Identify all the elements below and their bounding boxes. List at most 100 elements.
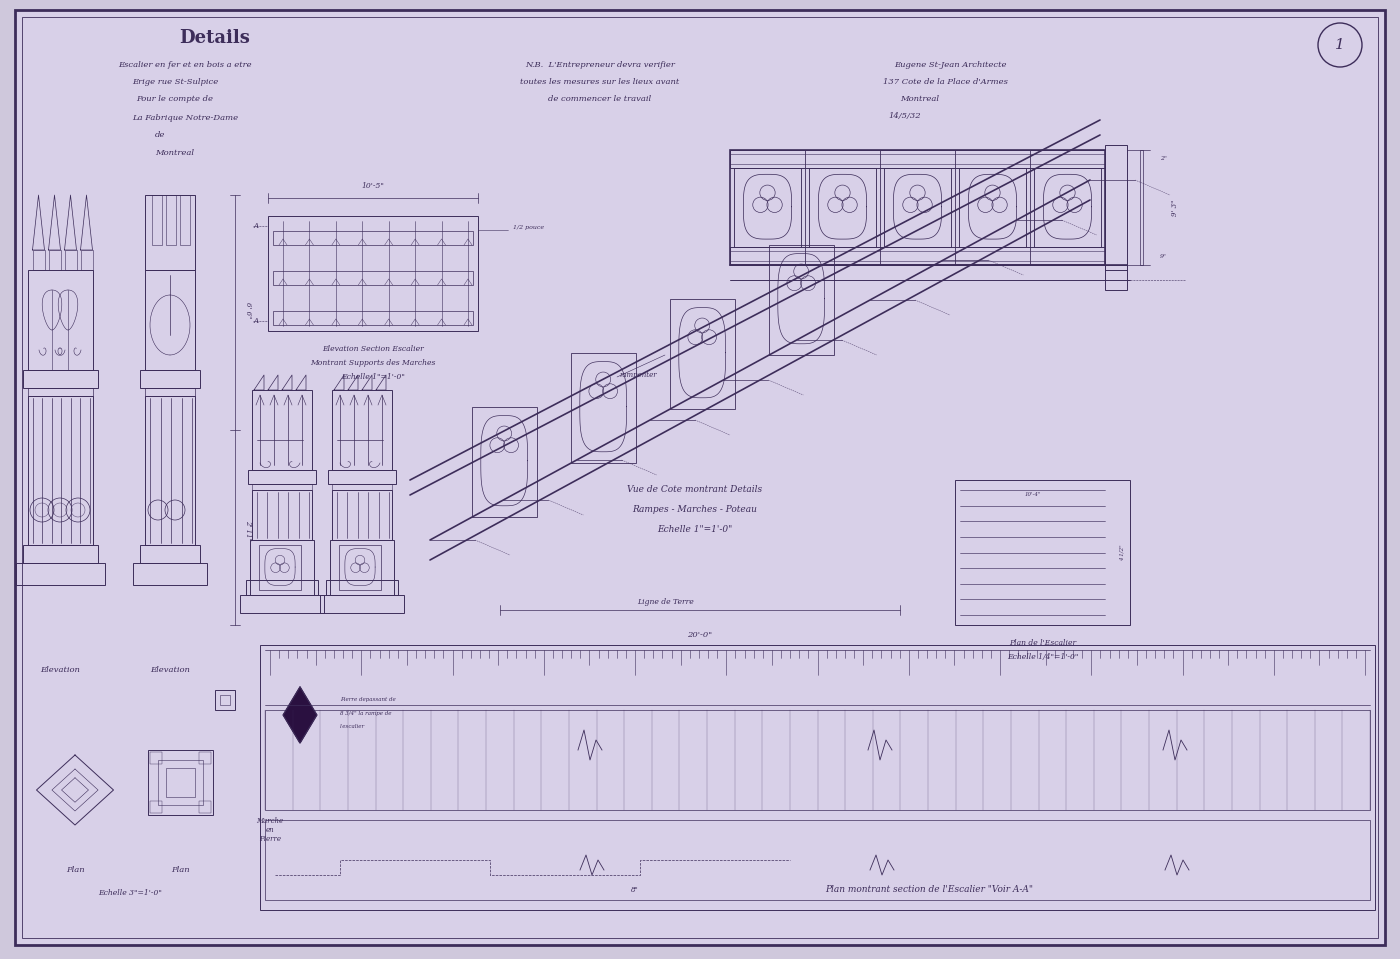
Text: 20'-0": 20'-0" (687, 631, 713, 639)
Bar (146, 396, 195, 545)
Text: 14/5/32: 14/5/32 (889, 112, 921, 120)
Text: Elevation Section Escalier: Elevation Section Escalier (322, 345, 424, 353)
Text: La Fabrique Notre-Dame: La Fabrique Notre-Dame (132, 114, 238, 122)
Bar (273, 271, 473, 285)
Bar (252, 390, 312, 470)
Bar (259, 545, 301, 590)
Bar (809, 168, 876, 247)
Bar (571, 353, 636, 463)
Text: Echelle 1"=1'-0": Echelle 1"=1'-0" (342, 373, 405, 381)
Bar (150, 801, 162, 813)
Text: 2' 11": 2' 11" (244, 520, 252, 541)
Bar (167, 768, 195, 797)
Bar (15, 563, 105, 585)
Bar (49, 250, 60, 270)
Bar (22, 545, 98, 563)
Bar (64, 250, 77, 270)
Bar (332, 490, 392, 540)
Text: Plan de l'Escalier: Plan de l'Escalier (1009, 639, 1077, 647)
Bar (252, 484, 312, 490)
Bar (150, 752, 162, 764)
Bar (28, 388, 92, 396)
Bar (248, 470, 316, 484)
Bar (1140, 150, 1142, 265)
Bar (769, 245, 834, 355)
Text: 9' 3": 9' 3" (1170, 199, 1179, 216)
Text: Echelle 1"=1'-0": Echelle 1"=1'-0" (658, 526, 732, 534)
Text: 1/2 pouce: 1/2 pouce (512, 225, 545, 230)
Bar (332, 484, 392, 490)
Text: A: A (253, 317, 259, 325)
Bar (330, 540, 393, 595)
Bar (220, 695, 230, 705)
Bar (199, 752, 211, 764)
Text: Pierre depassant de: Pierre depassant de (340, 697, 396, 703)
Bar (239, 595, 323, 613)
Bar (251, 540, 314, 595)
Bar (81, 250, 92, 270)
Bar (158, 760, 203, 805)
Text: Montreal: Montreal (155, 149, 195, 157)
Text: Eugene St-Jean Architecte: Eugene St-Jean Architecte (893, 61, 1007, 69)
Text: 8 3/4" la rampe de: 8 3/4" la rampe de (340, 711, 392, 715)
Text: 10'-5": 10'-5" (361, 182, 385, 190)
Bar (28, 396, 92, 545)
Text: de commencer le travail: de commencer le travail (549, 95, 651, 103)
Bar (955, 480, 1130, 625)
Bar (669, 299, 735, 409)
Bar (472, 407, 536, 517)
Bar (959, 168, 1026, 247)
Text: Plan: Plan (66, 866, 84, 874)
Text: 137 Cote de la Place d'Armes: 137 Cote de la Place d'Armes (882, 78, 1008, 86)
Text: rampenter: rampenter (620, 371, 658, 379)
Bar (332, 390, 392, 470)
Text: 4 1/2": 4 1/2" (1120, 544, 1124, 561)
Bar (265, 710, 1371, 810)
Bar (252, 490, 312, 540)
Text: 9": 9" (1159, 254, 1166, 260)
Text: Pour le compte de: Pour le compte de (137, 95, 213, 103)
Text: de: de (155, 131, 165, 139)
Text: Plan: Plan (171, 866, 189, 874)
Bar (133, 563, 207, 585)
Text: 6' 6": 6' 6" (244, 302, 252, 318)
Bar (246, 580, 318, 595)
Text: 8": 8" (631, 886, 638, 894)
Text: Elevation: Elevation (150, 666, 190, 674)
Text: 1: 1 (1336, 38, 1345, 52)
Bar (729, 150, 1105, 265)
Text: Details: Details (179, 29, 251, 47)
Text: N.B.  L'Entrepreneur devra verifier: N.B. L'Entrepreneur devra verifier (525, 61, 675, 69)
Bar (729, 154, 1105, 164)
Bar (199, 801, 211, 813)
Bar (146, 270, 195, 370)
Bar (339, 545, 381, 590)
Text: Erige rue St-Sulpice: Erige rue St-Sulpice (132, 78, 218, 86)
Text: Montrant Supports des Marches: Montrant Supports des Marches (311, 359, 435, 367)
Bar (260, 645, 1375, 910)
Bar (146, 195, 195, 270)
Text: Montreal: Montreal (900, 95, 939, 103)
Bar (273, 231, 473, 245)
Text: Echelle 1/4"=1'-0": Echelle 1/4"=1'-0" (1007, 653, 1078, 661)
Text: Elevation: Elevation (41, 666, 80, 674)
Bar (729, 150, 1105, 168)
Text: Echelle 3"=1'-0": Echelle 3"=1'-0" (98, 889, 162, 897)
Bar (1105, 145, 1127, 270)
Text: Rampes - Marches - Poteau: Rampes - Marches - Poteau (633, 505, 757, 514)
Text: Vue de Cote montrant Details: Vue de Cote montrant Details (627, 485, 763, 495)
Text: 2": 2" (1159, 155, 1166, 160)
Bar (32, 250, 45, 270)
Text: Ligne de Terre: Ligne de Terre (637, 598, 693, 606)
Text: toutes les mesures sur les lieux avant: toutes les mesures sur les lieux avant (521, 78, 679, 86)
Text: l'escalier: l'escalier (340, 723, 365, 729)
Bar (267, 216, 477, 331)
Text: A: A (253, 222, 259, 230)
Bar (140, 545, 200, 563)
Bar (326, 580, 398, 595)
Bar (321, 595, 405, 613)
Bar (273, 311, 473, 325)
Bar (1105, 265, 1127, 290)
Bar (28, 270, 92, 370)
Bar (729, 247, 1105, 265)
